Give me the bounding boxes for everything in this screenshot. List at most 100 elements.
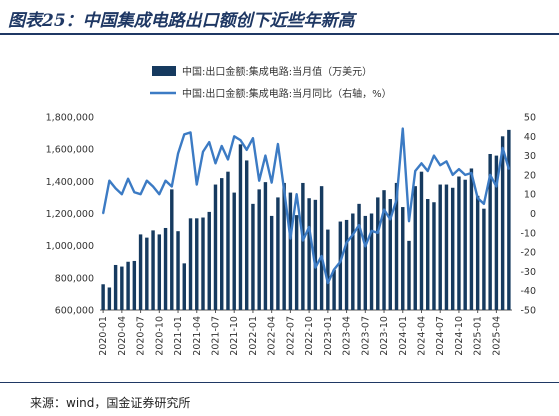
line-point (295, 193, 298, 195)
bar (369, 213, 374, 310)
x-tick-label: 2024-04 (416, 316, 427, 356)
line-point (195, 183, 198, 186)
line-point (401, 127, 404, 130)
line-point (308, 226, 310, 228)
bar (488, 153, 492, 310)
line-point (233, 135, 236, 138)
source-rule (0, 382, 559, 383)
bar (382, 190, 386, 310)
line-point (239, 139, 242, 141)
y-left-tick-label: 1,400,000 (46, 177, 94, 188)
bar (326, 229, 330, 310)
line-point (451, 174, 454, 176)
bar (376, 197, 380, 310)
bar (407, 240, 411, 310)
line-point (189, 131, 192, 134)
line-point (414, 170, 417, 172)
bar (126, 261, 130, 310)
line-point (146, 179, 148, 182)
bar (363, 215, 368, 310)
bar (357, 203, 361, 310)
line-point (508, 168, 510, 170)
bar (338, 221, 343, 310)
bar (257, 189, 261, 310)
line-point (208, 141, 211, 143)
bar (450, 187, 455, 310)
bar (432, 202, 436, 310)
line-point (202, 150, 204, 153)
x-tick-label: 2023-07 (360, 316, 371, 356)
line-point (264, 154, 267, 157)
x-tick-label: 2022-01 (248, 316, 259, 356)
bar (226, 171, 230, 310)
line-point (501, 147, 504, 149)
line-point (383, 208, 385, 211)
x-tick-label: 2023-04 (342, 316, 353, 356)
y-right-tick-label: 40 (524, 132, 536, 143)
bar (351, 213, 355, 310)
line-point (102, 212, 104, 215)
y-left-tick-label: 800,000 (55, 273, 94, 284)
line-point (327, 282, 329, 284)
line-point (358, 224, 360, 226)
bar (113, 264, 118, 310)
y-right-tick-label: 30 (524, 151, 536, 162)
bar (263, 182, 268, 310)
yoy-line (101, 127, 511, 285)
x-tick-label: 2021-01 (173, 316, 184, 356)
y-right-tick-label: -30 (520, 267, 536, 278)
line-point (108, 179, 111, 182)
x-tick-label: 2023-10 (379, 316, 390, 356)
x-tick-label: 2024-07 (435, 316, 446, 356)
legend: 中国:出口金额:集成电路:当月值（万美元） 中国:出口金额:集成电路:当月同比（… (150, 65, 392, 100)
bar (138, 234, 143, 310)
bar (201, 217, 205, 310)
line-point (370, 230, 373, 232)
x-tick-label: 2022-07 (285, 316, 296, 356)
line-point (220, 145, 223, 147)
x-tick-label: 2025-01 (473, 316, 484, 356)
line-point (177, 152, 179, 155)
bar (444, 184, 449, 310)
bar (294, 215, 299, 310)
bar (288, 192, 293, 310)
x-tick-label: 2020-04 (117, 316, 128, 356)
line-point (227, 158, 229, 161)
bar (269, 215, 274, 310)
bar (500, 136, 505, 310)
bar (251, 203, 255, 310)
y-right-tick-label: -20 (520, 248, 536, 259)
line-point (345, 241, 348, 244)
bar (313, 199, 318, 310)
line-point (439, 164, 442, 167)
line-point (277, 143, 279, 145)
y-right-tick-label: 10 (524, 190, 536, 201)
y-right-tick-label: 0 (530, 209, 536, 220)
bar (170, 189, 174, 310)
y-left-tick-label: 600,000 (55, 306, 94, 317)
y-right-tick-label: -40 (520, 286, 536, 297)
bar (344, 219, 349, 310)
line-series (101, 127, 511, 285)
y-right-tick-label: 20 (524, 170, 536, 181)
line-point (252, 137, 254, 140)
bar (482, 208, 486, 310)
line-point (395, 199, 398, 201)
line-point (270, 181, 273, 184)
x-tick-label: 2021-04 (192, 316, 203, 356)
y-left-tick-label: 1,800,000 (46, 113, 94, 124)
bar (132, 260, 137, 310)
bar (494, 155, 499, 310)
x-tick-label: 2024-10 (454, 316, 465, 356)
bar (301, 182, 305, 310)
axes: 600,000 800,000 1,000,000 1,200,000 1,400,00… (46, 113, 536, 356)
x-tick-label: 2022-10 (304, 316, 315, 356)
bar (419, 171, 424, 310)
line-point (314, 266, 317, 269)
bar (151, 230, 155, 310)
title-rule (0, 33, 559, 35)
figure-title: 图表25：中国集成电路出口额创下近些年新高 (8, 11, 355, 31)
line-point (302, 239, 304, 242)
bar (463, 179, 467, 310)
line-point (339, 260, 342, 263)
